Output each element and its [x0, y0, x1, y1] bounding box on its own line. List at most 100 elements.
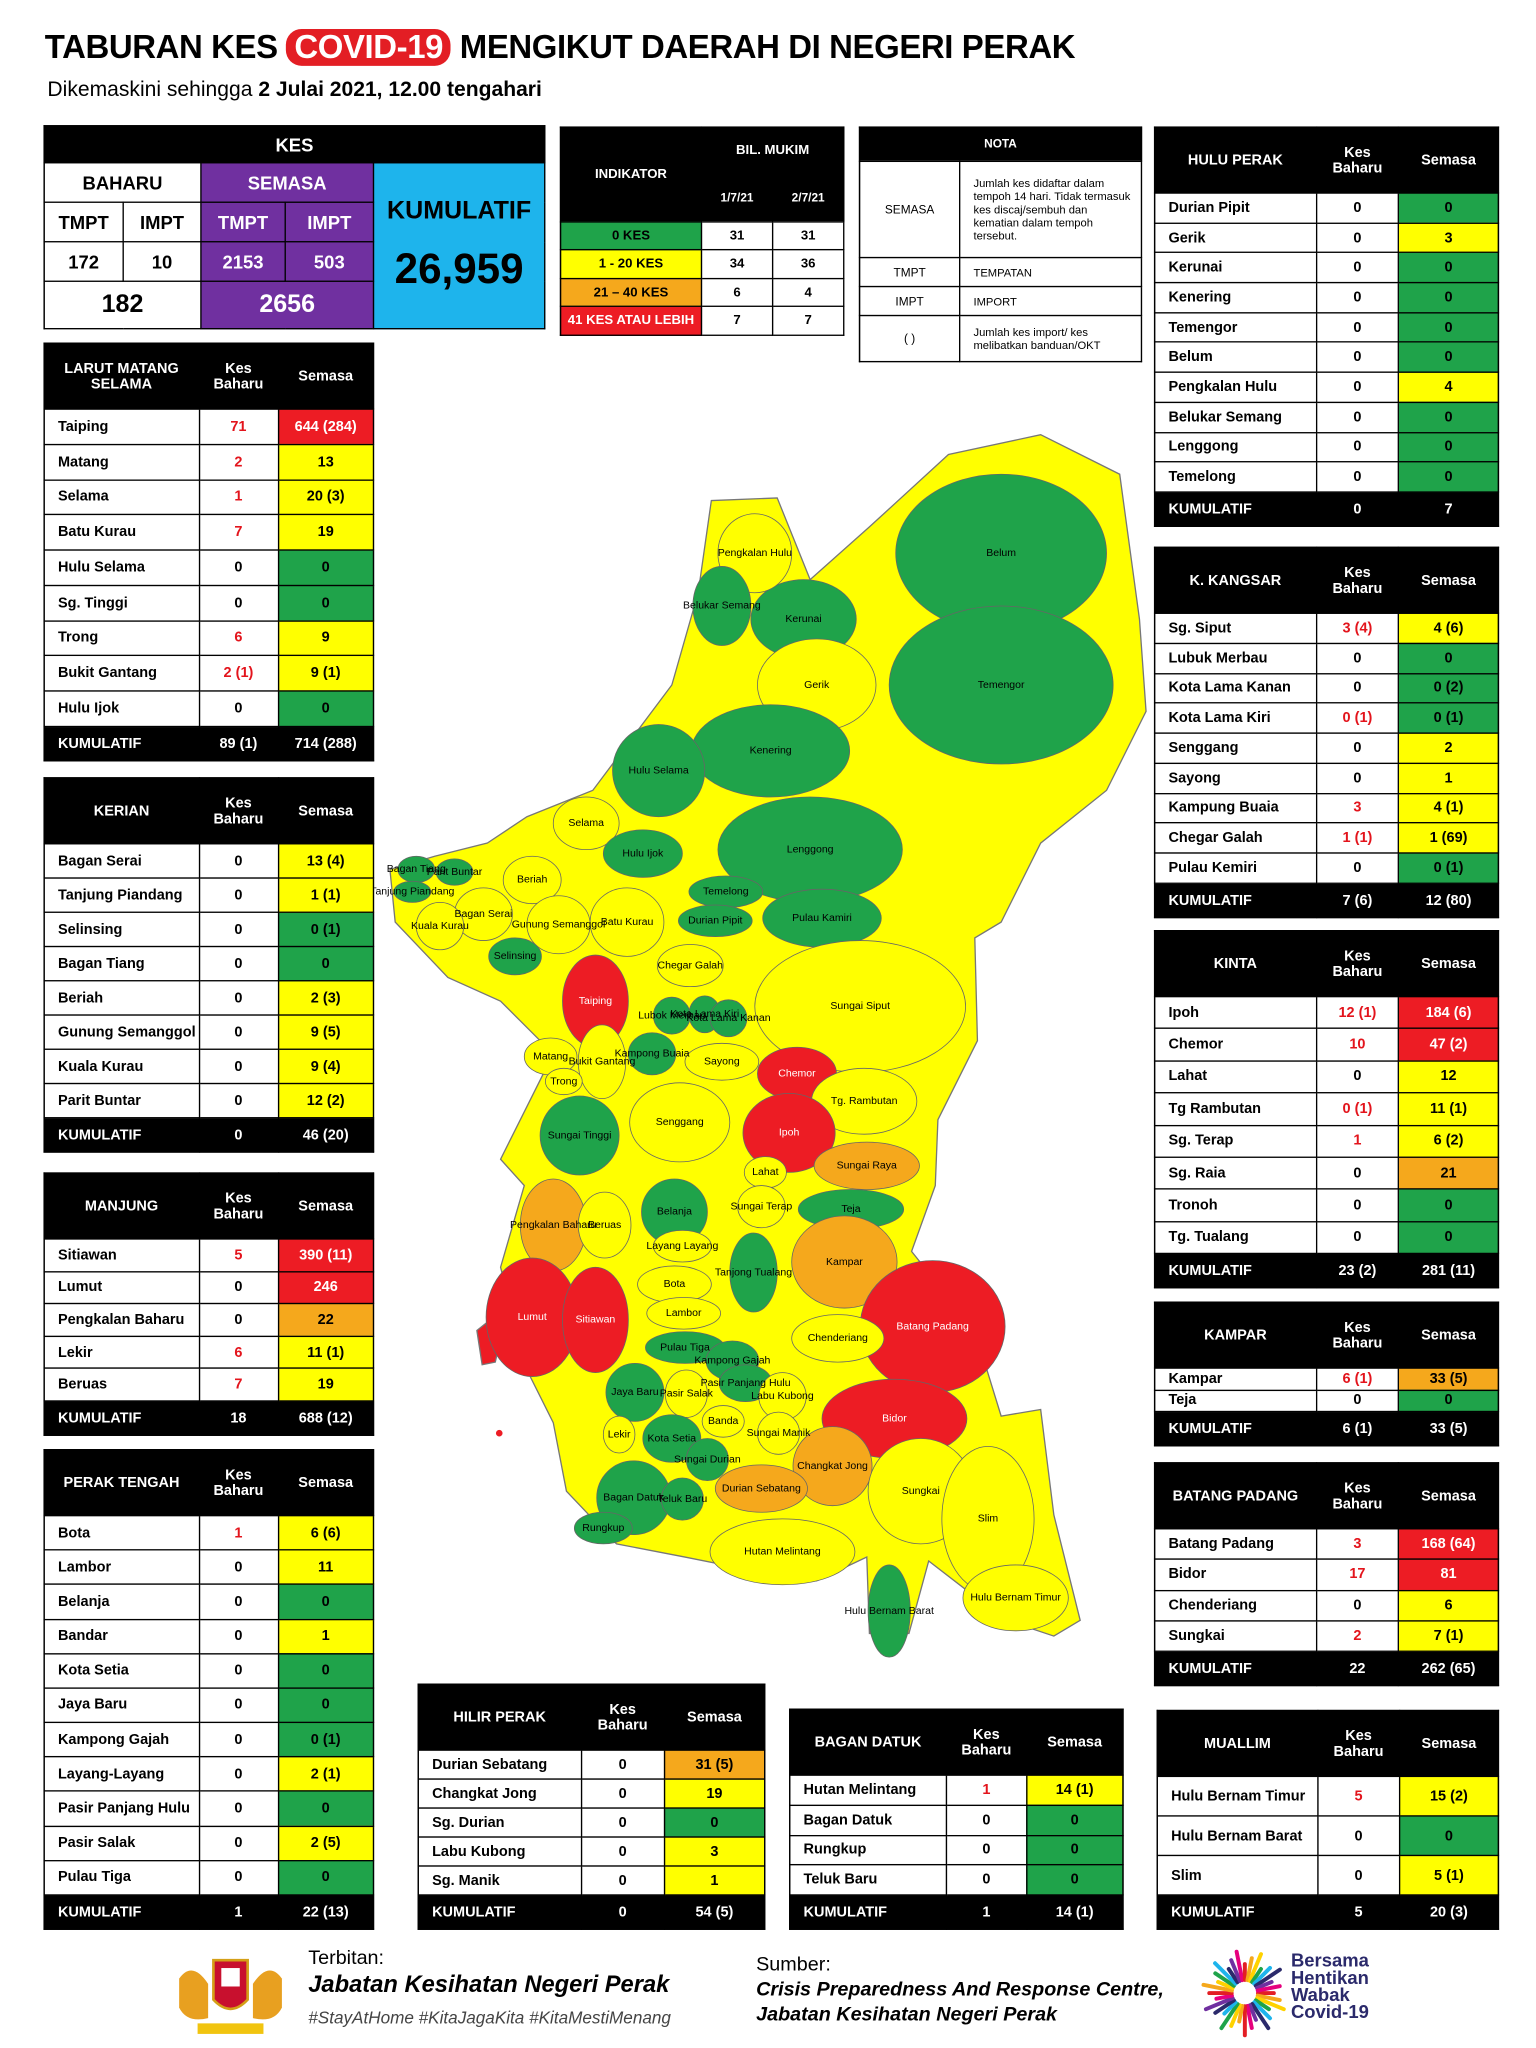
district-row: Sg. Siput 3 (4) 4 (6): [1153, 612, 1500, 644]
area-name: Kampong Gajah: [43, 1721, 200, 1758]
region-label: Pasir Salak: [660, 1387, 714, 1399]
district-title: LARUT MATANG SELAMA: [43, 342, 200, 410]
logo-ray: [1213, 1971, 1236, 1988]
total-semasa: 714 (288): [277, 725, 375, 762]
kes-baharu: 0: [1315, 732, 1400, 764]
nota-row: SEMASA Jumlah kes didaftar dalam tempoh 1…: [858, 160, 1143, 259]
region-label: Senggang: [656, 1116, 704, 1128]
region: [685, 1438, 729, 1482]
kes-baharu: 0: [1315, 1188, 1400, 1222]
indicator-label: 21 – 40 KES: [559, 277, 703, 308]
logo-ray: [1252, 2000, 1272, 2021]
semasa: 13: [277, 443, 375, 481]
area-name: Batang Padang: [1153, 1528, 1317, 1561]
semasa-header: Semasa: [277, 342, 375, 410]
header-row: BAGAN DATUK Kes Baharu Semasa: [789, 1708, 1124, 1776]
semasa-header: SEMASA: [200, 162, 375, 203]
kes-baharu: 0: [1315, 672, 1400, 704]
logo-line: Wabak: [1290, 1983, 1350, 2005]
kes-baharu: 0: [1315, 1220, 1400, 1255]
area-name: Beriah: [43, 980, 200, 1016]
region: [792, 1426, 873, 1507]
total-semasa: 22 (13): [277, 1894, 375, 1930]
district-row: Beruas 7 19: [43, 1367, 375, 1402]
kes-baharu: 1 (1): [1315, 822, 1400, 854]
header-row: MUALLIM Kes Baharu Semasa: [1156, 1709, 1500, 1778]
district-title: HILIR PERAK: [417, 1683, 582, 1751]
area-name: Changkat Jong: [417, 1778, 582, 1809]
district-row: Sg. Manik 0 1: [417, 1865, 766, 1896]
region-label: Kuala Kurau: [411, 920, 469, 932]
area-name: Tronoh: [1153, 1188, 1317, 1222]
region: [488, 937, 542, 976]
area-name: Senggang: [1153, 732, 1317, 764]
area-name: Sg. Durian: [417, 1807, 582, 1838]
nota-desc: Jumlah kes didaftar dalam tempoh 14 hari…: [958, 160, 1143, 259]
logo-ray: [1255, 1984, 1282, 1993]
semasa: 47 (2): [1398, 1027, 1500, 1062]
logo-ray: [1201, 1982, 1234, 1993]
indicator-row: 21 – 40 KES 6 4: [559, 277, 845, 308]
area-name: Trong: [43, 619, 200, 657]
district-title: MUALLIM: [1156, 1709, 1319, 1778]
publisher: Jabatan Kesihatan Negeri Perak: [308, 1970, 670, 1998]
total-row: KUMULATIF 22 262 (65): [1153, 1650, 1500, 1687]
region: [544, 1067, 583, 1096]
district-row: Senggang 0 2: [1153, 732, 1500, 764]
district-row: Gerik 0 3: [1153, 222, 1500, 254]
total-row: KUMULATIF 0 7: [1153, 491, 1500, 527]
semasa: 1 (69): [1398, 822, 1500, 854]
district-row: Taiping 71 644 (284): [43, 408, 375, 445]
semasa: 2 (5): [277, 1825, 375, 1861]
district-title: PERAK TENGAH: [43, 1449, 200, 1517]
district-row: Rungkup 0 0: [789, 1834, 1124, 1866]
total-baharu: 0: [580, 1894, 665, 1930]
logo-ray: [1253, 1998, 1271, 2012]
area-name: Pengkalan Baharu: [43, 1303, 200, 1337]
district-row: Tg. Tualang 0 0: [1153, 1220, 1500, 1255]
district-row: Gunung Semanggol 0 9 (5): [43, 1014, 375, 1050]
area-name: Kenering: [1153, 281, 1317, 314]
semasa: 0: [277, 1583, 375, 1620]
area-name: Hutan Melintang: [789, 1774, 948, 1806]
area-name: Sg. Terap: [1153, 1124, 1317, 1158]
region-label: Bagan Tiang: [387, 863, 446, 875]
semasa: 1 (1): [277, 877, 375, 913]
semasa-header: Semasa: [1398, 1462, 1500, 1530]
semasa: 0 (1): [277, 911, 375, 948]
district-table: BATANG PADANG Kes Baharu Semasa Batang Pada…: [1153, 1462, 1500, 1687]
region-label: Durian Sebatang: [722, 1482, 801, 1494]
semasa: 0: [277, 1652, 375, 1689]
district-row: Kerunai 0 0: [1153, 252, 1500, 284]
region-label: Beriah: [517, 874, 548, 886]
region-label: Kota Lama Kiri: [670, 1008, 739, 1020]
logo-ray: [1229, 2003, 1242, 2028]
kes-baharu: 0: [580, 1778, 665, 1809]
semasa: 6: [1398, 1589, 1500, 1622]
semasa-header: Semasa: [277, 1449, 375, 1517]
total-row: KUMULATIF 18 688 (12): [43, 1400, 375, 1436]
area-name: Lenggong: [1153, 431, 1317, 463]
date: 2/7/21: [771, 173, 845, 223]
nota-desc: Jumlah kes import/ kes melibatkan bandua…: [958, 315, 1143, 363]
title-text: TABURAN KES: [44, 28, 278, 66]
semasa: 19: [277, 514, 375, 551]
area-name: Chegar Galah: [1153, 822, 1317, 854]
district-row: Pengkalan Baharu 0 22: [43, 1303, 375, 1337]
kes-baharu: 17: [1315, 1558, 1400, 1591]
kes-baharu: 0: [198, 584, 279, 622]
region-label: Pulau Tiga: [660, 1341, 710, 1353]
source-line: Crisis Preparedness And Response Centre,: [756, 1978, 1164, 2001]
district-row: Hutan Melintang 1 14 (1): [789, 1774, 1124, 1806]
header-row: MANJUNG Kes Baharu Semasa: [43, 1172, 375, 1240]
region-label: Slim: [978, 1513, 999, 1525]
kes-baharu: 0: [1315, 192, 1400, 224]
area-name: Ipoh: [1153, 995, 1317, 1030]
semasa: 1: [277, 1618, 375, 1655]
area-name: Durian Sebatang: [417, 1749, 582, 1780]
district-table: PERAK TENGAH Kes Baharu Semasa Bota 1 6 (6) La…: [43, 1449, 375, 1930]
title-highlight: COVID-19: [286, 28, 452, 66]
total-row: KUMULATIF 0 54 (5): [417, 1894, 766, 1930]
semasa: 0: [1398, 1389, 1500, 1413]
semasa-total: 2656: [200, 280, 375, 330]
